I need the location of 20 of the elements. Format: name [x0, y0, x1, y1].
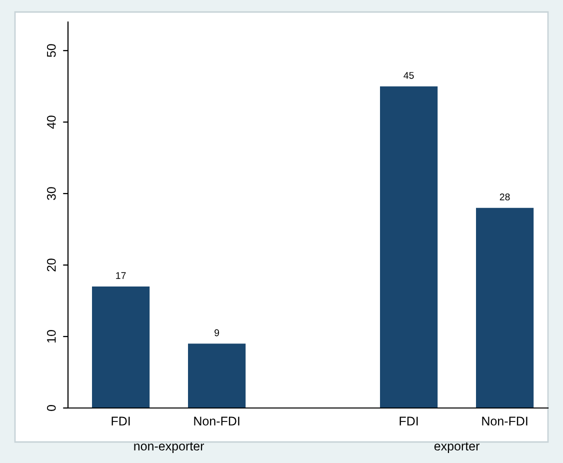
text: exporter: [434, 442, 480, 453]
y-tick-label: 50: [46, 44, 56, 58]
y-tick-label: 0: [46, 405, 56, 411]
bar: [476, 208, 534, 408]
y-tick-label: 10: [46, 330, 56, 343]
y-tick-label: 20: [46, 258, 56, 272]
bar: [92, 286, 150, 408]
x-tick-label: FDI: [112, 416, 130, 426]
y-tick-label: 30: [46, 187, 56, 200]
data-label: 9: [214, 329, 220, 336]
x-tick-label: Non-FDI: [482, 416, 528, 426]
data-label: 45: [404, 72, 414, 79]
x-tick-label: Non-FDI: [194, 416, 240, 426]
data-label: 28: [500, 193, 510, 200]
data-label: 17: [116, 272, 126, 279]
y-tick-label: 40: [46, 116, 56, 129]
bar: [188, 344, 246, 408]
x-tick-label: FDI: [400, 416, 418, 426]
bar: [380, 86, 438, 408]
text: non-exporter: [134, 442, 204, 453]
